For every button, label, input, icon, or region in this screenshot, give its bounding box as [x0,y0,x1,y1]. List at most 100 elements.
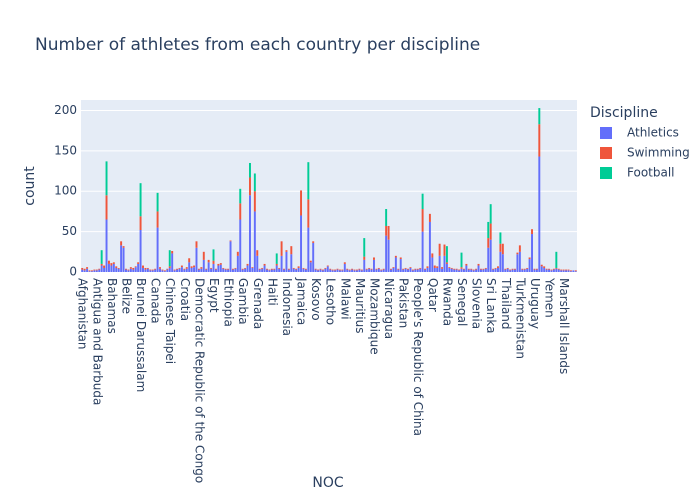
x-tick-label: Chinese Taipei [163,278,177,364]
bar-segment [107,260,110,264]
bar-segment [103,265,106,268]
bar-segment [550,269,553,271]
bar-segment [441,267,444,269]
bar-segment [275,263,278,266]
bar-segment [146,268,149,272]
bar-segment [309,260,312,263]
bar-segment [363,259,366,272]
bar-segment [159,268,161,272]
bar-segment [280,241,283,256]
bar-segment [275,253,278,264]
bar-segment [163,271,166,272]
bar-segment [290,254,293,272]
bar-segment [227,269,230,272]
bar-segment [214,268,217,270]
bar-segment [414,269,417,272]
bar-segment [156,211,159,228]
bar-segment [460,267,463,269]
bar-segment [487,247,490,272]
bar-segment [120,245,123,272]
bar-segment [545,268,548,270]
bar-segment [266,269,268,272]
bar-segment [115,266,118,268]
bar-segment [567,269,570,271]
bar-segment [224,268,227,270]
bar-segment [166,268,169,270]
bar-segment [317,270,320,272]
bar-segment [324,268,327,272]
bar-segment [467,269,470,272]
bar-segment [402,269,405,272]
bar-segment [173,269,176,271]
bar-segment [219,264,222,272]
bar-segment [314,269,317,272]
bar-segment [117,267,120,269]
bar-segment [360,270,363,272]
bar-segment [329,269,332,272]
bar-segment [545,269,548,272]
x-tick-label: Brunei Darussalam [134,278,148,392]
bar-segment [270,268,273,270]
bar-segment [151,270,154,272]
bar-segment [93,270,96,272]
bar-segment [292,268,295,272]
bar-segment [548,269,551,272]
bar-segment [139,216,142,231]
bar-segment [499,232,502,244]
bar-segment [331,270,334,272]
bar-segment [95,269,98,271]
bar-segment [370,269,373,272]
bar-segment [499,243,502,252]
bar-segment [283,268,285,270]
bar-segment [450,268,453,272]
bar-segment [492,268,495,270]
bar-segment [511,268,514,270]
bar-segment [139,183,142,217]
bar-segment [416,268,419,270]
bar-segment [382,269,385,272]
y-tick-label: 100 [54,184,77,198]
bar-segment [321,269,324,271]
bar-segment [302,268,305,272]
bar-segment [518,251,521,272]
bar-segment [258,269,261,272]
x-tick-label: Turkmenistan [513,277,527,359]
bar-segment [346,269,349,272]
bar-segment [183,268,186,270]
bar-segment [304,269,307,272]
bar-segment [258,268,261,270]
bar-segment [560,269,563,271]
bar-segment [472,270,475,272]
bar-segment [552,269,555,272]
bar-segment [249,195,251,272]
bar-segment [100,263,103,266]
bar-segment [438,243,441,256]
bar-segment [176,268,179,270]
bar-segment [431,257,434,272]
bar-segment [448,267,451,272]
bar-segment [139,230,142,272]
bar-segment [263,265,266,272]
bar-segment [535,268,538,270]
bar-segment [562,269,565,271]
bar-segment [421,193,424,210]
y-tick-label: 200 [54,103,77,117]
plot-area [81,100,577,272]
bar-segment [550,270,553,272]
bar-segment [385,235,388,272]
bar-segment [392,267,395,272]
bar-segment [443,255,446,272]
x-tick-label: Gambia [236,278,250,325]
bar-segment [137,263,140,272]
bar-segment [441,268,444,272]
bar-segment [195,241,198,248]
legend-swatch [600,147,612,159]
bar-segment [110,263,113,266]
bar-segment [523,268,526,270]
bar-segment [129,267,132,269]
bar-segment [246,265,249,272]
bar-segment [202,251,205,260]
bar-segment [171,251,174,254]
bar-segment [90,270,93,272]
bar-segment [341,270,344,272]
